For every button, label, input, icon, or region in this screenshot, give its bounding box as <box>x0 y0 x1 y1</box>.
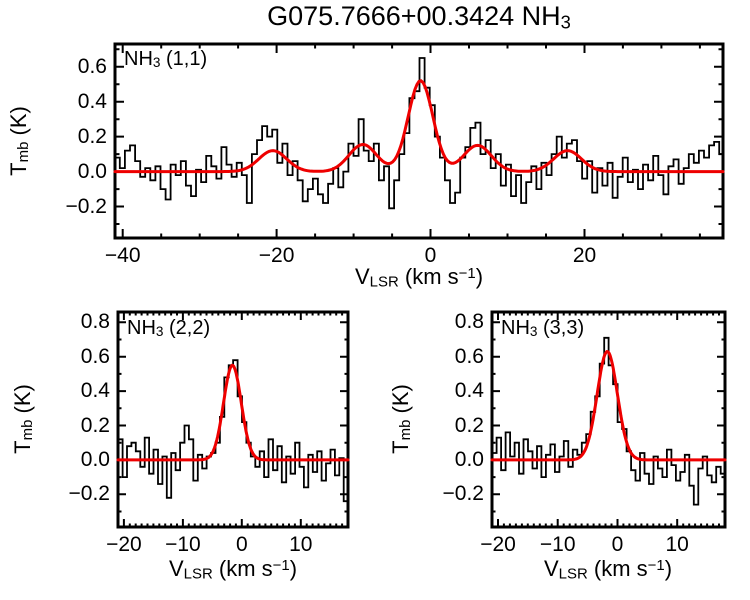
x-tick-label: 10 <box>665 533 689 556</box>
y-tick-label: 0.6 <box>454 344 484 368</box>
figure-title: G075.7666+00.3424 NH3 <box>267 0 571 34</box>
x-axis-label-text: ) <box>664 556 673 581</box>
x-axis-label-text: (km s <box>398 264 459 289</box>
y-axis-label-subscript: mb <box>15 141 33 163</box>
y-axis-label-text: T <box>9 440 35 454</box>
panel-label-text: (1,1) <box>160 48 208 70</box>
x-axis-label-superscript: −1 <box>272 557 290 575</box>
panel-frame <box>116 310 350 529</box>
x-tick-label: −40 <box>104 244 141 267</box>
fit-curve-path <box>490 350 727 462</box>
x-axis-label-bottom-left: VLSR (km s−1) <box>169 558 297 582</box>
y-axis-label-bottom-right: Tmb (K) <box>387 384 414 454</box>
x-tick-label: −20 <box>258 244 295 267</box>
y-tick-label: 0.0 <box>454 447 484 471</box>
x-axis-label-text: V <box>168 556 184 581</box>
x-tick-label: 0 <box>611 533 624 556</box>
spectrum-data-path <box>492 336 725 506</box>
title-text: G075.7666+00.3424 NH <box>267 1 561 31</box>
y-axis-label-text: T <box>5 162 31 176</box>
spectrum-data-path <box>118 359 348 503</box>
y-tick-label: −0.2 <box>442 482 484 506</box>
y-tick-label: 0.6 <box>80 344 110 368</box>
y-tick-label: 0.8 <box>454 310 484 334</box>
y-tick-label: 0.4 <box>80 379 110 403</box>
panel-label-subscript: 3 <box>152 55 161 71</box>
x-axis-label-text: ) <box>475 264 484 289</box>
fit-curve-path <box>116 363 350 462</box>
x-tick-label: 0 <box>235 533 248 556</box>
fit-curve-path <box>113 79 725 174</box>
y-axis-label-top: Tmb (K) <box>5 106 33 176</box>
x-axis-label-top: VLSR (km s−1) <box>355 266 483 290</box>
y-tick-label: 0.0 <box>80 447 110 471</box>
tick-marks <box>117 312 349 527</box>
y-tick-label: 0.6 <box>77 54 107 78</box>
tick-marks <box>115 44 723 238</box>
y-axis-label-text: (K) <box>387 384 413 420</box>
y-tick-label: −0.2 <box>68 482 110 506</box>
x-tick-label: −10 <box>165 533 201 556</box>
x-axis-label-subscript: LSR <box>369 273 399 291</box>
y-tick-label: 0.2 <box>77 124 107 148</box>
x-tick-label: −20 <box>106 533 142 556</box>
x-axis-label-subscript: LSR <box>183 565 213 583</box>
panel-label-text: NH <box>501 317 530 339</box>
panel-label-subscript: 3 <box>155 324 164 340</box>
x-axis-label-subscript: LSR <box>558 565 588 583</box>
x-tick-label: −20 <box>480 533 516 556</box>
panel-label-nh3-11: NH3 (1,1) <box>124 49 207 70</box>
y-tick-label: 0.0 <box>77 159 107 183</box>
y-tick-label: 0.4 <box>77 89 107 113</box>
y-axis-label-text: (K) <box>5 106 31 142</box>
panel-label-text: (2,2) <box>163 317 211 339</box>
tick-marks <box>491 312 726 527</box>
y-tick-label: −0.2 <box>65 194 107 218</box>
x-axis-label-superscript: −1 <box>458 265 476 283</box>
x-axis-label-text: V <box>354 264 370 289</box>
panel-frame <box>490 310 727 529</box>
y-tick-label: 0.8 <box>80 310 110 334</box>
y-axis-label-text: (K) <box>9 384 35 420</box>
y-axis-label-text: T <box>387 440 413 454</box>
y-axis-label-bottom-left: Tmb (K) <box>9 384 37 454</box>
panel-label-text: NH <box>127 317 156 339</box>
y-tick-label: 0.2 <box>80 413 110 437</box>
x-axis-label-text: (km s <box>587 556 648 581</box>
y-axis-label-subscript: mb <box>19 419 37 441</box>
x-axis-label-text: (km s <box>212 556 273 581</box>
x-axis-label-text: ) <box>289 556 298 581</box>
panel-label-text: NH <box>124 48 153 70</box>
panel-label-subscript: 3 <box>529 324 538 340</box>
x-axis-label-bottom-right: VLSR (km s−1) <box>544 558 672 582</box>
panel-frame <box>113 42 725 240</box>
y-tick-label: 0.4 <box>454 379 484 403</box>
x-tick-label: 20 <box>572 244 597 267</box>
x-tick-label: 0 <box>424 244 437 267</box>
x-tick-label: 10 <box>289 533 313 556</box>
title-subscript: 3 <box>560 11 571 33</box>
spectrum-data-path <box>115 57 723 210</box>
x-axis-label-text: V <box>543 556 559 581</box>
x-axis-label-superscript: −1 <box>647 557 665 575</box>
panel-label-nh3-22: NH3 (2,2) <box>127 318 210 339</box>
x-tick-label: −10 <box>539 533 576 556</box>
y-tick-label: 0.2 <box>454 413 484 437</box>
panel-label-text: (3,3) <box>537 317 585 339</box>
panel-label-nh3-33: NH3 (3,3) <box>501 318 584 339</box>
